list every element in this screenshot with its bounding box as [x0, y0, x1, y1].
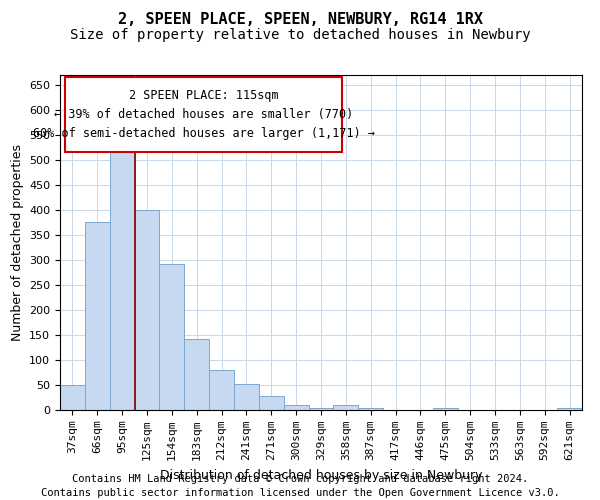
- Bar: [110, 150, 134, 410]
- Bar: [358, 408, 383, 410]
- Bar: [85, 222, 110, 410]
- Text: 2 SPEEN PLACE: 115sqm
← 39% of detached houses are smaller (770)
60% of semi-det: 2 SPEEN PLACE: 115sqm ← 39% of detached …: [32, 89, 374, 140]
- Bar: [184, 338, 209, 410]
- Bar: [284, 404, 308, 410]
- Bar: [234, 384, 259, 410]
- Bar: [433, 408, 458, 410]
- Bar: [334, 404, 358, 410]
- Y-axis label: Number of detached properties: Number of detached properties: [11, 144, 23, 341]
- Text: Contains HM Land Registry data © Crown copyright and database right 2024.
Contai: Contains HM Land Registry data © Crown c…: [41, 474, 559, 498]
- Bar: [134, 210, 160, 410]
- Bar: [557, 408, 582, 410]
- Text: Size of property relative to detached houses in Newbury: Size of property relative to detached ho…: [70, 28, 530, 42]
- Text: 2, SPEEN PLACE, SPEEN, NEWBURY, RG14 1RX: 2, SPEEN PLACE, SPEEN, NEWBURY, RG14 1RX: [118, 12, 482, 28]
- Bar: [308, 408, 334, 410]
- FancyBboxPatch shape: [65, 76, 342, 152]
- Bar: [60, 385, 85, 410]
- Bar: [209, 370, 234, 410]
- Bar: [160, 264, 184, 410]
- X-axis label: Distribution of detached houses by size in Newbury: Distribution of detached houses by size …: [160, 468, 482, 481]
- Bar: [259, 396, 284, 410]
